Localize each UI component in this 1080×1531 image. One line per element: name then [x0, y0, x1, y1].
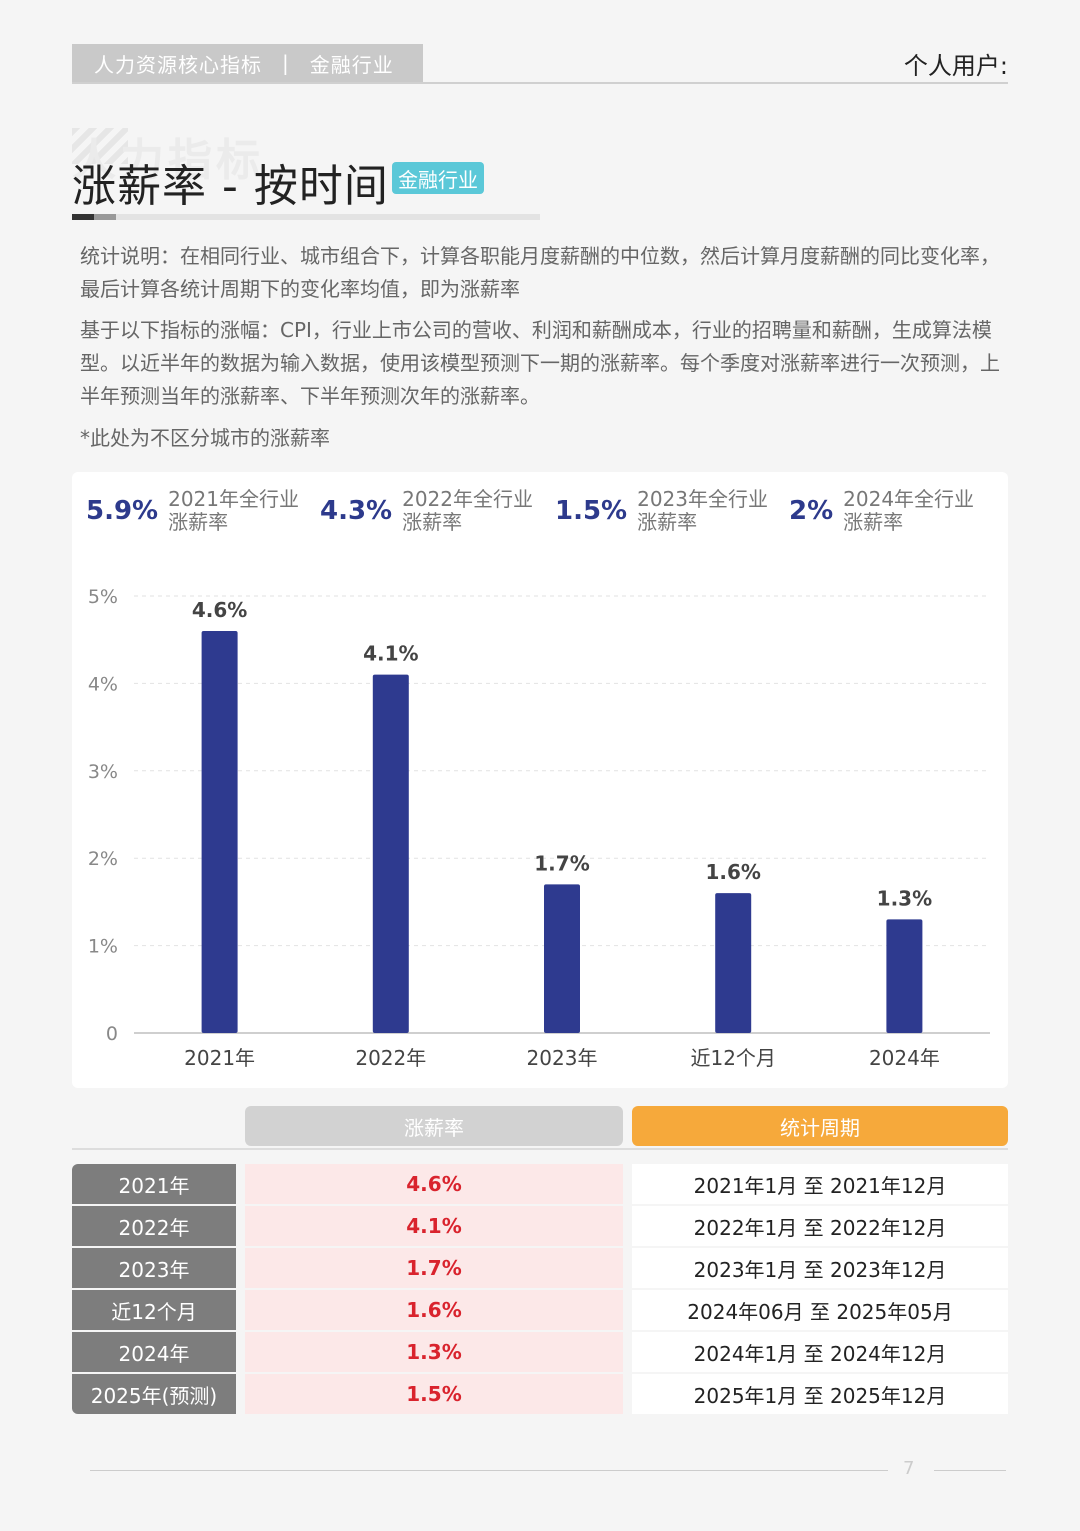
- row-label: 2021年: [72, 1164, 236, 1204]
- stat-label: 2021年全行业 涨薪率: [168, 487, 300, 534]
- industry-badge: 金融行业: [392, 162, 484, 194]
- table-row: 2023年 1.7% 2023年1月 至 2023年12月: [72, 1248, 1008, 1288]
- x-tick-label: 近12个月: [690, 1046, 775, 1070]
- bar-value-label: 1.3%: [877, 886, 932, 910]
- row-period: 2024年1月 至 2024年12月: [632, 1332, 1008, 1372]
- y-tick-label: 2%: [88, 848, 118, 870]
- y-tick-label: 0: [106, 1023, 118, 1045]
- user-label: 个人用户:: [903, 52, 1008, 80]
- y-tick-label: 4%: [88, 673, 118, 695]
- title-watermark: 人力指标: [72, 135, 264, 186]
- row-rate: 1.7%: [245, 1248, 623, 1288]
- y-tick-label: 5%: [88, 586, 118, 608]
- row-label: 2022年: [72, 1206, 236, 1246]
- x-tick-label: 2023年: [527, 1046, 598, 1070]
- description-note: *此处为不区分城市的涨薪率: [80, 426, 330, 450]
- bar-value-label: 1.6%: [705, 860, 760, 884]
- y-tick-label: 3%: [88, 761, 118, 783]
- row-period: 2022年1月 至 2022年12月: [632, 1206, 1008, 1246]
- stat-value: 2%: [789, 496, 834, 526]
- description-paragraph-2: 基于以下指标的涨幅：CPI，行业上市公司的营收、利润和薪酬成本，行业的招聘量和薪…: [80, 318, 1000, 408]
- table-header-divider: [72, 1148, 1008, 1150]
- stat-label: 2022年全行业 涨薪率: [402, 487, 534, 534]
- x-tick-label: 2022年: [355, 1046, 426, 1070]
- row-period: 2021年1月 至 2021年12月: [632, 1164, 1008, 1204]
- stat-2021: 5.9% 2021年全行业 涨薪率: [86, 488, 299, 534]
- header-divider: [72, 82, 1008, 84]
- table-header-period: 统计周期: [632, 1106, 1008, 1146]
- table-row: 2024年 1.3% 2024年1月 至 2024年12月: [72, 1332, 1008, 1372]
- page-title: 涨薪率 - 按时间: [72, 161, 389, 212]
- row-label: 2025年(预测): [72, 1374, 236, 1414]
- chart-card: 5.9% 2021年全行业 涨薪率 4.3% 2022年全行业 涨薪率 1.5% 2…: [72, 472, 1008, 1088]
- table-row: 近12个月 1.6% 2024年06月 至 2025年05月: [72, 1290, 1008, 1330]
- watermark-stripes: [72, 128, 128, 164]
- row-label: 2023年: [72, 1248, 236, 1288]
- x-tick-label: 2024年: [869, 1046, 940, 1070]
- header-tab: 人力资源核心指标 | 金融行业: [72, 44, 423, 82]
- stat-value: 5.9%: [86, 496, 159, 526]
- bar: [201, 630, 238, 1033]
- footer-line: [934, 1470, 1006, 1471]
- stat-2024: 2% 2024年全行业 涨薪率: [789, 488, 974, 534]
- row-rate: 4.6%: [245, 1164, 623, 1204]
- row-label: 近12个月: [72, 1290, 236, 1330]
- bar: [715, 893, 752, 1033]
- stat-value: 4.3%: [320, 496, 393, 526]
- row-rate: 1.6%: [245, 1290, 623, 1330]
- header-tab-separator: |: [282, 51, 290, 75]
- table-row: 2021年 4.6% 2021年1月 至 2021年12月: [72, 1164, 1008, 1204]
- footer-line: [90, 1470, 888, 1471]
- bar: [544, 884, 580, 1033]
- stat-2023: 1.5% 2023年全行业 涨薪率: [555, 488, 768, 534]
- table-header-rate: 涨薪率: [245, 1106, 623, 1146]
- table-row: 2025年(预测) 1.5% 2025年1月 至 2025年12月: [72, 1374, 1008, 1414]
- row-rate: 1.5%: [245, 1374, 623, 1414]
- table-row: 2022年 4.1% 2022年1月 至 2022年12月: [72, 1206, 1008, 1246]
- row-period: 2023年1月 至 2023年12月: [632, 1248, 1008, 1288]
- row-period: 2024年06月 至 2025年05月: [632, 1290, 1008, 1330]
- page-number: 7: [903, 1458, 915, 1479]
- row-rate: 4.1%: [245, 1206, 623, 1246]
- description-paragraph-1: 统计说明：在相同行业、城市组合下，计算各职能月度薪酬的中位数，然后计算月度薪酬的…: [80, 244, 1000, 301]
- header-tab-left: 人力资源核心指标: [94, 52, 262, 77]
- row-label: 2024年: [72, 1332, 236, 1372]
- bar-value-label: 1.7%: [534, 851, 589, 875]
- row-rate: 1.3%: [245, 1332, 623, 1372]
- y-tick-label: 1%: [88, 936, 118, 958]
- title-underline: [72, 214, 540, 220]
- bar-value-label: 4.1%: [363, 642, 418, 666]
- x-tick-label: 2021年: [184, 1046, 255, 1070]
- stat-value: 1.5%: [555, 496, 628, 526]
- bar: [372, 674, 409, 1033]
- stat-label: 2024年全行业 涨薪率: [843, 487, 975, 534]
- bar: [886, 919, 923, 1033]
- header-tab-right: 金融行业: [309, 52, 394, 77]
- bar-chart: 0 1% 2% 3% 4% 5% 4.6% 2021年 4.1% 2022年 1.7% 2023年 1.…: [88, 586, 990, 1070]
- bar-value-label: 4.6%: [192, 598, 247, 622]
- stat-2022: 4.3% 2022年全行业 涨薪率: [320, 488, 533, 534]
- stat-label: 2023年全行业 涨薪率: [637, 487, 769, 534]
- row-period: 2025年1月 至 2025年12月: [632, 1374, 1008, 1414]
